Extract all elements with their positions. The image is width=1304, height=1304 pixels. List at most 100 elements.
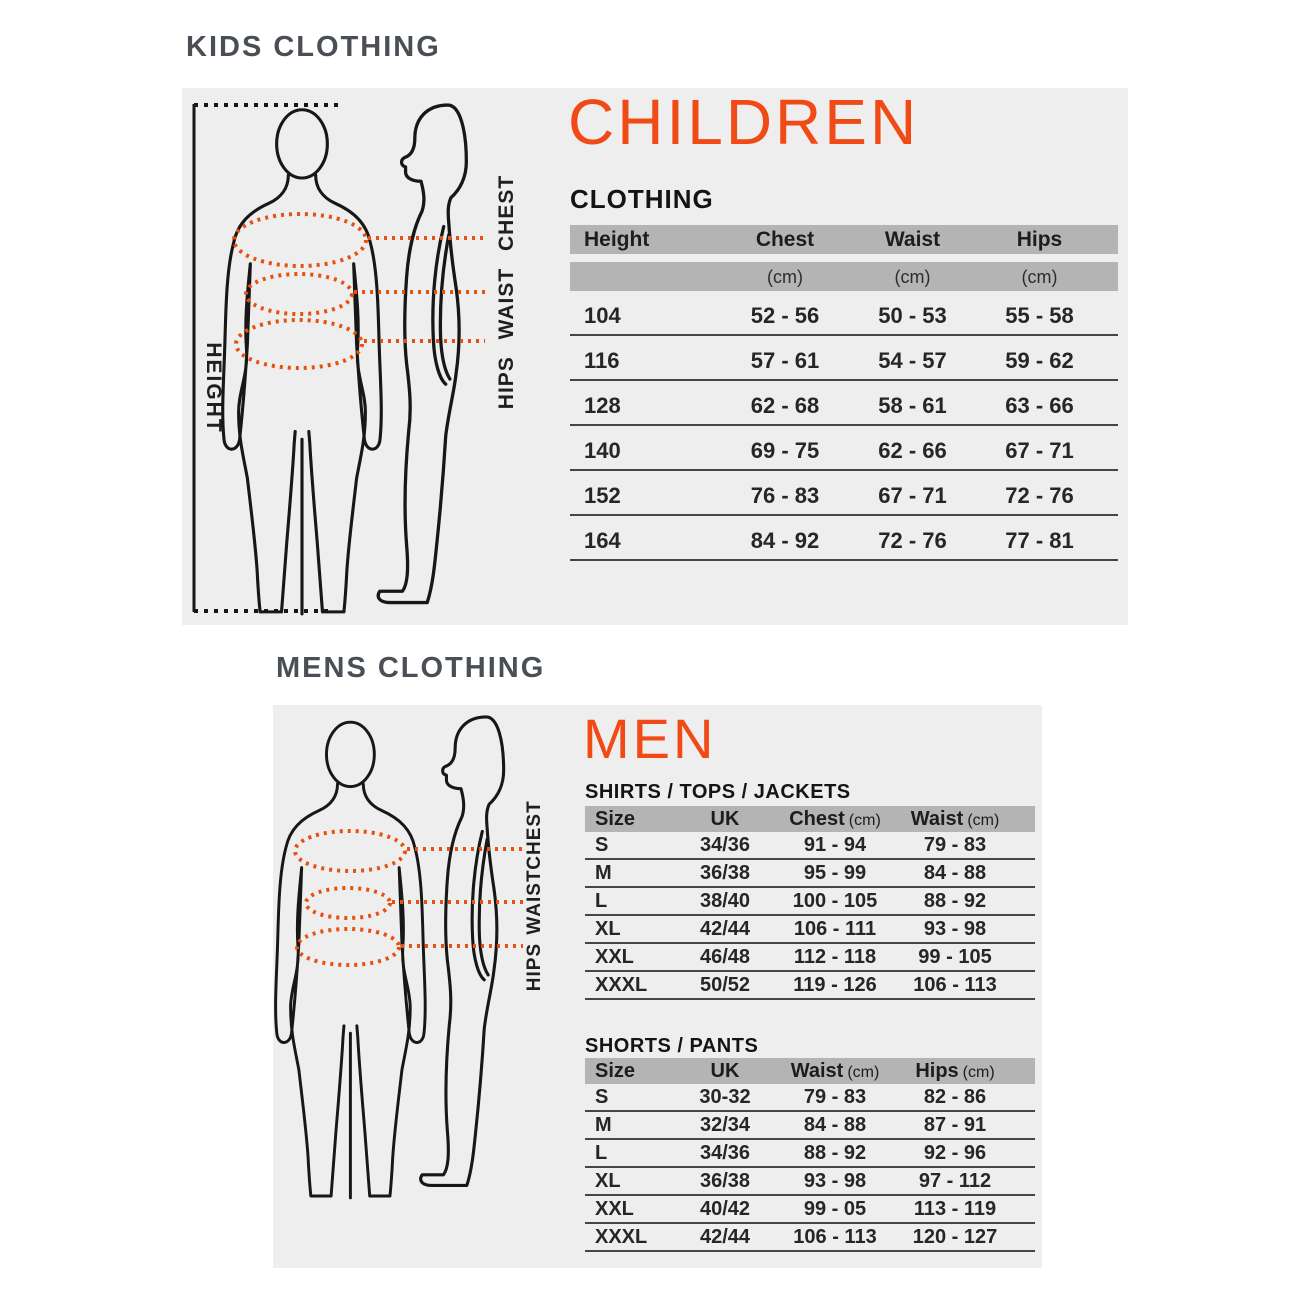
chest-cell: 119 - 126 bbox=[793, 974, 877, 996]
waist-cell: 84 - 88 bbox=[803, 1114, 867, 1136]
kids-section-heading: KIDS CLOTHING bbox=[186, 31, 441, 63]
waist-cell: 99 - 105 bbox=[918, 946, 992, 968]
hips-label: HIPS bbox=[524, 942, 545, 992]
waist-cell: 93 - 98 bbox=[923, 918, 987, 940]
size-cell: S bbox=[595, 834, 609, 856]
size-cell: M bbox=[595, 1114, 612, 1136]
mens-chest-ellipse bbox=[293, 829, 407, 873]
header-label: Waist bbox=[790, 1060, 844, 1082]
kids-waist-ellipse bbox=[244, 272, 354, 316]
shorts-table: Size UK Waist (cm) Hips (cm) S 30-32 79 - 83… bbox=[585, 1058, 1035, 1252]
shirts-table-caption: SHIRTS / TOPS / JACKETS bbox=[585, 781, 851, 803]
kids-chest-ellipse bbox=[232, 212, 368, 268]
waist-cell: 50 - 53 bbox=[878, 303, 947, 328]
height-cell: 152 bbox=[584, 483, 621, 508]
header-unit: (cm) bbox=[967, 812, 1000, 829]
column-header: Hips bbox=[1016, 228, 1063, 251]
shirts-table: Size UK Chest (cm) Waist (cm) S 34/36 91 - 9… bbox=[585, 806, 1035, 1000]
hips-cell: 59 - 62 bbox=[1005, 348, 1074, 373]
waist-cell: 84 - 88 bbox=[923, 862, 987, 884]
size-cell: XXXL bbox=[595, 1226, 648, 1248]
size-cell: XXL bbox=[595, 946, 634, 968]
mens-front-silhouette bbox=[274, 720, 427, 1200]
column-header: Size bbox=[585, 1061, 670, 1081]
waist-cell: 72 - 76 bbox=[878, 528, 947, 553]
height-cell: 116 bbox=[584, 348, 620, 373]
table-row: 116 57 - 61 54 - 57 59 - 62 bbox=[570, 336, 1118, 381]
column-header: Chest bbox=[755, 228, 815, 251]
unit-cell: (cm) bbox=[894, 266, 931, 287]
column-header: UK bbox=[670, 809, 780, 829]
kids-body-diagram bbox=[192, 103, 485, 616]
hips-cell: 97 - 112 bbox=[918, 1170, 992, 1192]
height-cell: 104 bbox=[584, 303, 621, 328]
uk-cell: 36/38 bbox=[699, 862, 751, 884]
table-row: L 38/40 100 - 105 88 - 92 bbox=[585, 888, 1035, 916]
waist-cell: 79 - 83 bbox=[923, 834, 987, 856]
table-row: M 32/34 84 - 88 87 - 91 bbox=[585, 1112, 1035, 1140]
hips-cell: 55 - 58 bbox=[1005, 303, 1074, 328]
header-unit: (cm) bbox=[847, 1064, 880, 1081]
kids-panel: HEIGHT HIPS WAIST CHEST CHILDREN CLOTHIN… bbox=[182, 88, 1128, 625]
chest-cell: 112 - 118 bbox=[793, 946, 877, 968]
table-row: 152 76 - 83 67 - 71 72 - 76 bbox=[570, 471, 1118, 516]
header-unit: (cm) bbox=[848, 812, 881, 829]
size-cell: XXXL bbox=[595, 974, 648, 996]
kids-hips-ellipse bbox=[234, 318, 364, 370]
uk-cell: 42/44 bbox=[699, 1226, 751, 1248]
table-row: XL 42/44 106 - 111 93 - 98 bbox=[585, 916, 1035, 944]
table-row: XXXL 50/52 119 - 126 106 - 113 bbox=[585, 972, 1035, 1000]
chest-cell: 100 - 105 bbox=[792, 890, 878, 912]
mens-body-diagram bbox=[274, 715, 523, 1200]
chest-cell: 69 - 75 bbox=[750, 438, 820, 463]
column-header: Waist (cm) bbox=[890, 809, 1020, 829]
uk-cell: 34/36 bbox=[699, 1142, 751, 1164]
chest-cell: 106 - 111 bbox=[793, 918, 877, 940]
shorts-table-header: Size UK Waist (cm) Hips (cm) bbox=[585, 1058, 1035, 1084]
size-cell: L bbox=[595, 1142, 608, 1164]
waist-cell: 54 - 57 bbox=[878, 348, 947, 373]
table-row: XXL 40/42 99 - 05 113 - 119 bbox=[585, 1196, 1035, 1224]
column-header: Chest (cm) bbox=[780, 809, 890, 829]
children-subtitle: CLOTHING bbox=[570, 184, 714, 214]
uk-cell: 30-32 bbox=[699, 1086, 751, 1108]
table-row: XXXL 42/44 106 - 113 120 - 127 bbox=[585, 1224, 1035, 1252]
column-header: Hips (cm) bbox=[890, 1061, 1020, 1081]
men-title: MEN bbox=[583, 707, 717, 770]
table-row: 128 62 - 68 58 - 61 63 - 66 bbox=[570, 381, 1118, 426]
chest-cell: 57 - 61 bbox=[750, 348, 820, 373]
height-cell: 128 bbox=[584, 393, 621, 418]
column-header: Height bbox=[584, 228, 650, 251]
waist-cell: 62 - 66 bbox=[878, 438, 947, 463]
height-cell: 164 bbox=[584, 528, 621, 553]
hips-cell: 120 - 127 bbox=[912, 1226, 998, 1248]
waist-cell: 88 - 92 bbox=[803, 1142, 867, 1164]
size-cell: XXL bbox=[595, 1198, 634, 1220]
table-row: L 34/36 88 - 92 92 - 96 bbox=[585, 1140, 1035, 1168]
children-table: Height Chest Waist Hips (cm) (cm) (cm) 1… bbox=[570, 225, 1118, 561]
size-cell: M bbox=[595, 862, 612, 884]
unit-cell: (cm) bbox=[767, 266, 803, 287]
children-table-units-row: (cm) (cm) (cm) bbox=[570, 262, 1118, 291]
uk-cell: 38/40 bbox=[699, 890, 751, 912]
hips-cell: 72 - 76 bbox=[1005, 483, 1074, 508]
chest-cell: 91 - 94 bbox=[803, 834, 867, 856]
chest-cell: 76 - 83 bbox=[750, 483, 820, 508]
chest-cell: 84 - 92 bbox=[750, 528, 820, 553]
shorts-table-caption: SHORTS / PANTS bbox=[585, 1035, 759, 1057]
uk-cell: 50/52 bbox=[699, 974, 751, 996]
table-row: 140 69 - 75 62 - 66 67 - 71 bbox=[570, 426, 1118, 471]
uk-cell: 32/34 bbox=[699, 1114, 751, 1136]
size-cell: XL bbox=[595, 1170, 621, 1192]
unit-cell: (cm) bbox=[1021, 266, 1058, 287]
waist-cell: 93 - 98 bbox=[803, 1170, 867, 1192]
table-row: 104 52 - 56 50 - 53 55 - 58 bbox=[570, 291, 1118, 336]
hips-waist-chest-label: HIPS WAIST CHEST bbox=[495, 174, 518, 410]
header-unit: (cm) bbox=[962, 1064, 995, 1081]
header-label: UK bbox=[710, 808, 740, 830]
table-row: M 36/38 95 - 99 84 - 88 bbox=[585, 860, 1035, 888]
header-gap bbox=[570, 254, 1118, 262]
kids-side-silhouette bbox=[376, 103, 468, 605]
table-row: S 34/36 91 - 94 79 - 83 bbox=[585, 832, 1035, 860]
